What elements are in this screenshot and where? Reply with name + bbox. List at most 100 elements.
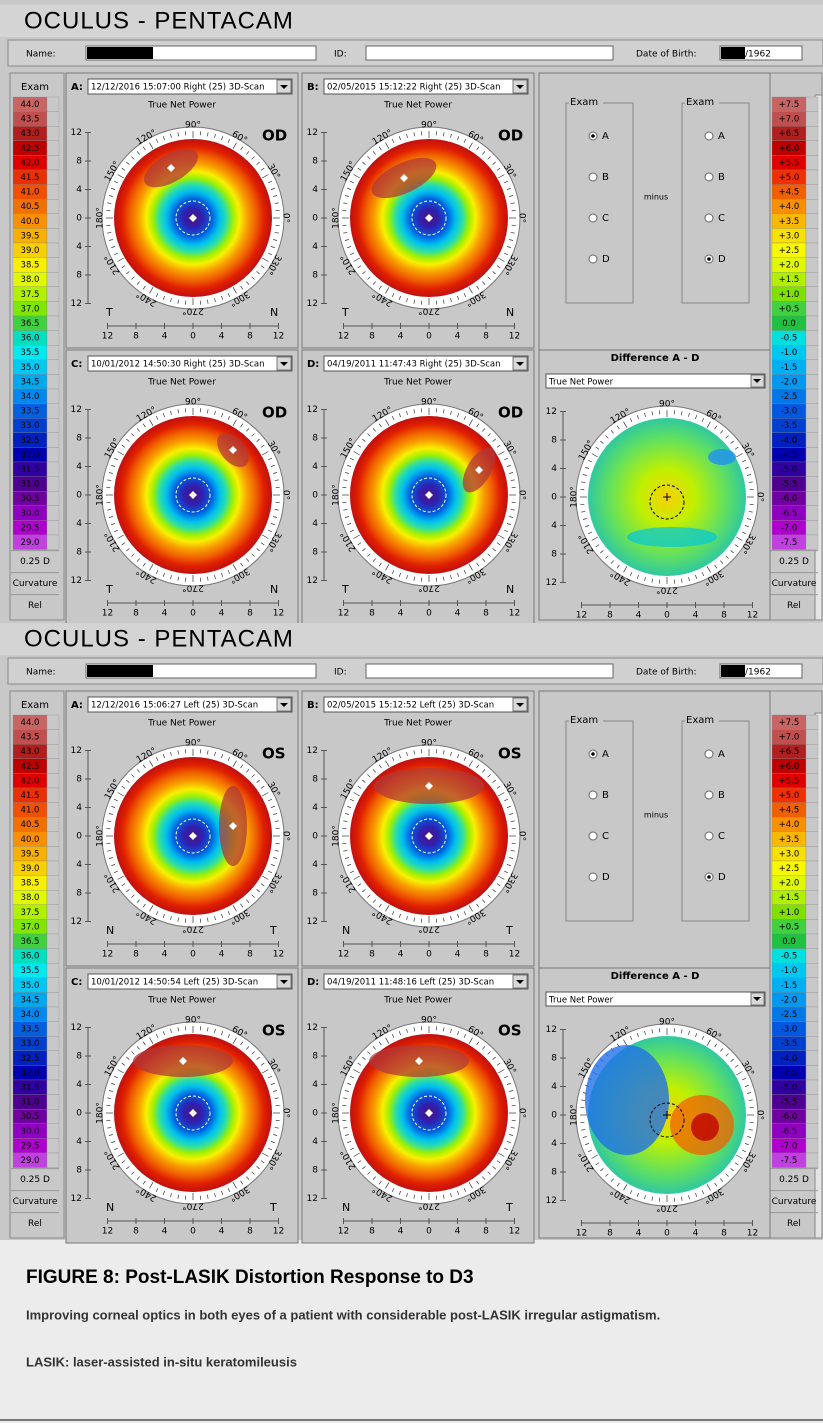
scale-header: Exam [21,700,49,711]
radio-button[interactable] [588,790,598,800]
radio-button[interactable] [704,749,714,759]
exam-dropdown[interactable] [323,973,529,990]
angle-tick [492,548,496,552]
radio-button[interactable] [588,872,598,882]
angle-tick [131,276,135,280]
scale-tick [805,1021,819,1037]
side-left: T [105,306,113,319]
radio-button[interactable] [588,172,598,182]
map-letter: A: [71,700,83,711]
angle-tick [262,1152,269,1157]
angle-tick [378,1041,382,1046]
pupil [175,1095,211,1131]
radio-button[interactable] [588,831,598,841]
radio-label: C [602,831,609,842]
radio-dot [591,752,595,756]
scale-tick [46,140,60,156]
y-tick-label: 8 [312,157,318,167]
scale-label: +1.0 [779,290,800,300]
radio-button[interactable] [588,213,598,223]
dropdown-arrow [753,997,761,1001]
angle-tick [121,542,126,546]
angle-tick [623,421,628,428]
x-tick-label: 4 [162,332,168,342]
y-tick-label: 4 [312,1137,318,1147]
angle-tick [362,1166,366,1170]
scale-kind: Curvature [13,579,58,589]
radio-label: D [718,254,726,265]
exam-dropdown[interactable] [323,78,529,95]
radio-button[interactable] [704,213,714,223]
angle-tick [748,481,753,483]
scale-tick [805,359,819,375]
angle-tick [629,1036,633,1040]
exam-dropdown[interactable] [87,355,293,372]
scale-label: 42.5 [21,144,40,154]
exam-dropdown[interactable] [87,78,293,95]
scale-label: 35.0 [21,363,40,373]
angle-label: 0° [281,213,291,223]
angle-label: 270° [182,1201,204,1211]
scale-label: +2.0 [779,879,800,889]
angle-label: 270° [182,583,204,593]
y-tick-label: 12 [307,128,318,138]
exam-dropdown[interactable] [323,355,529,372]
angle-tick [372,899,376,903]
angle-tick [720,560,724,564]
radio-button[interactable] [704,131,714,141]
angle-tick [262,174,269,179]
map-letter: D: [307,977,319,988]
angle-label: 270° [182,306,204,316]
radio-button[interactable] [704,790,714,800]
angle-tick [273,516,278,518]
angle-tick [600,1168,604,1172]
angle-tick [262,792,269,797]
exam-dropdown[interactable] [87,696,293,713]
scale-tick [46,301,60,317]
angle-tick [240,764,244,769]
y-tick-label: 12 [307,746,318,756]
scale-tick [805,787,819,803]
x-tick-label: 12 [338,950,349,960]
exam-dropdown[interactable] [323,696,529,713]
angle-tick [681,1029,683,1034]
radio-label: C [602,213,609,224]
diff-dropdown[interactable] [545,991,766,1007]
y-tick-label: 0 [76,491,82,501]
angle-tick [107,479,112,481]
angle-tick [457,1190,460,1195]
angle-tick [177,132,179,137]
radio-button[interactable] [704,172,714,182]
angle-tick [350,1075,354,1079]
x-tick-label: 12 [102,609,113,619]
angle-tick [162,913,165,918]
exam-label: 10/01/2012 14:50:30 Right (25) 3D-Scan [91,360,265,370]
angle-tick [476,423,480,428]
exam-dropdown[interactable] [87,973,293,990]
angle-tick [251,156,255,160]
scale-label: 33.0 [21,421,40,431]
angle-tick [114,798,118,802]
angle-tick [347,464,352,467]
radio-button[interactable] [704,831,714,841]
angle-tick [136,1176,140,1180]
x-tick-label: 12 [273,1227,284,1237]
angle-tick [476,562,480,567]
y-tick-label: 8 [76,775,82,785]
scale-tick [805,1079,819,1095]
angle-tick [706,1039,711,1046]
angle-tick [706,421,711,428]
compare-panel [538,72,771,351]
angle-label: 90° [659,1018,675,1028]
angle-tick [273,472,278,474]
angle-tick [443,1194,445,1199]
radio-button[interactable] [588,254,598,264]
k-marker [229,446,237,454]
scale-tick [805,831,819,847]
angle-tick [260,1160,265,1164]
y-tick-label: 12 [546,1025,557,1035]
angle-tick [177,1194,179,1199]
angle-tick [274,1127,279,1129]
eye-label: OD [262,404,287,422]
diff-dropdown[interactable] [545,373,766,389]
